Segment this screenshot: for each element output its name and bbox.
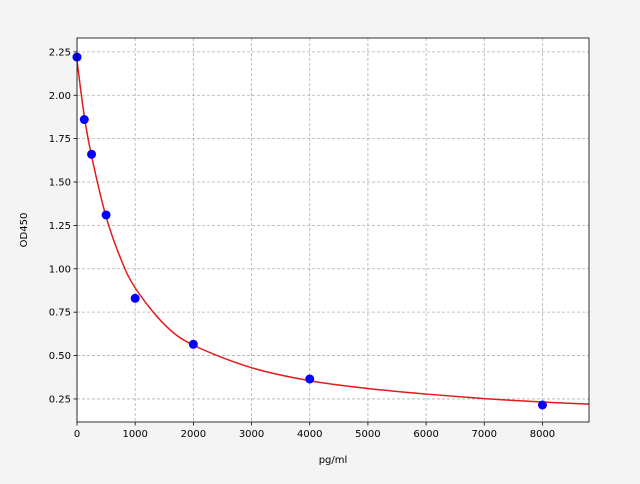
data-point [130,293,140,303]
x-tick-label: 6000 [413,429,438,440]
y-tick-label: 0.50 [49,351,71,362]
data-point [87,149,97,159]
y-tick-label: 1.25 [49,221,71,232]
y-tick-label: 2.00 [49,91,71,102]
x-tick-label: 5000 [355,429,380,440]
y-tick-label: 1.00 [49,264,71,275]
x-tick-label: 7000 [472,429,497,440]
data-point [537,400,547,410]
data-point [79,115,89,125]
x-tick-label: 8000 [530,429,555,440]
x-axis-label: pg/ml [319,455,348,466]
y-tick-label: 1.50 [49,178,71,189]
data-point [188,339,198,349]
x-tick-label: 1000 [122,429,147,440]
points-layer [72,52,547,410]
plot-area [77,38,589,422]
y-tick-label: 1.75 [49,134,71,145]
data-point [101,210,111,220]
y-tick-label: 0.25 [49,394,71,405]
plot-frame [76,37,590,423]
x-tick-label: 2000 [181,429,206,440]
y-axis-ticks: 0.25 0.50 0.75 1.00 1.25 1.50 1.75 2.00 2.25 [49,47,77,405]
x-axis-ticks: 0 1000 2000 3000 4000 5000 6000 7000 8000 [74,422,555,440]
x-tick-label: 3000 [239,429,264,440]
x-tick-label: 0 [74,429,80,440]
grid [76,38,589,422]
x-tick-label: 4000 [297,429,322,440]
y-tick-label: 2.25 [49,47,71,58]
y-axis-label: OD450 [19,213,30,248]
data-point [305,374,315,384]
y-tick-label: 0.75 [49,308,71,319]
